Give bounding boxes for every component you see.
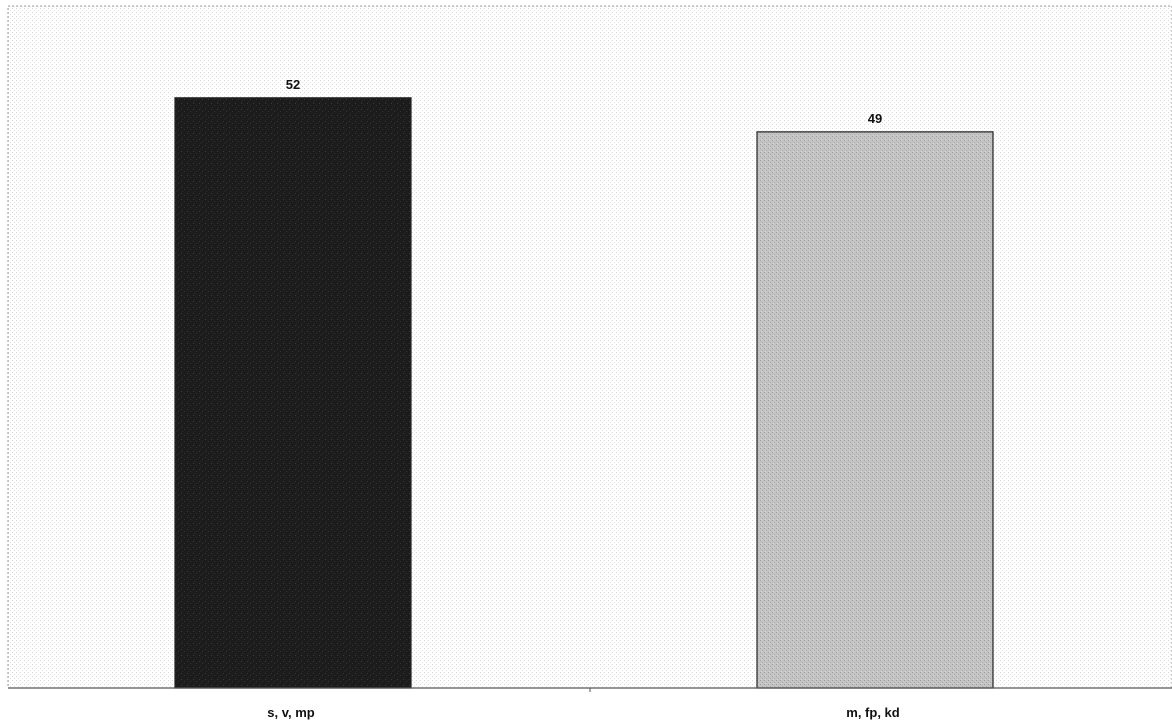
bar-2 [756,131,994,689]
data-label-2: 49 [868,111,882,126]
bars-layer [174,97,994,689]
x-tick-label-2: m, fp, kd [846,705,900,720]
labels-layer: 52 49 [286,77,882,126]
bar-1 [174,97,412,689]
data-label-1: 52 [286,77,300,92]
ticks-layer: s, v, mp m, fp, kd [267,688,900,720]
x-tick-label-1: s, v, mp [267,705,315,720]
